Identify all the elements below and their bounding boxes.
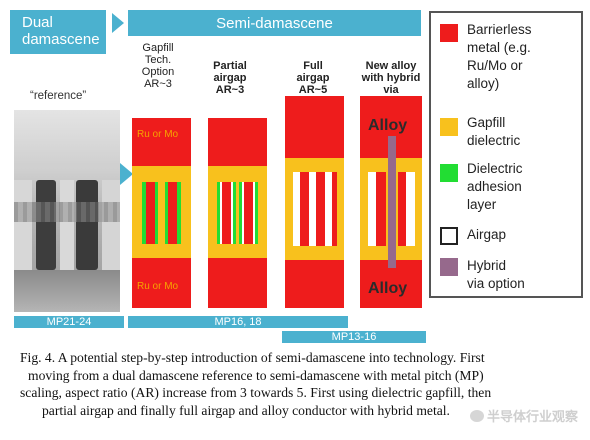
alloy-label-bottom: Alloy (368, 280, 408, 297)
red-swatch-icon (440, 24, 458, 42)
full-airgap-structure (285, 96, 344, 308)
white-swatch-icon (440, 227, 458, 245)
wechat-icon (470, 409, 484, 422)
col3-title: Full airgap AR~5 (296, 60, 330, 96)
legend: Barrierless metal (e.g. Ru/Mo or alloy) Gap… (429, 11, 583, 298)
reference-arrow-icon (120, 163, 133, 185)
reference-tem-image (14, 110, 120, 312)
gapfill-structure: Ru or Mo Ru or Mo (132, 118, 191, 308)
legend-hybrid: Hybrid via option (467, 258, 525, 291)
watermark: 半导体行业观察 (470, 406, 582, 432)
semi-damascene-header: Semi-damascene (128, 10, 421, 36)
metal-label-bottom: Ru or Mo (137, 281, 179, 292)
purple-swatch-icon (440, 258, 458, 276)
semi-damascene-label: Semi-damascene (216, 15, 333, 32)
dual-damascene-header: Dual damascene (10, 10, 106, 54)
legend-barrierless: Barrierless metal (e.g. Ru/Mo or alloy) (467, 22, 532, 91)
arrow-right-icon (112, 13, 124, 33)
legend-airgap: Airgap (467, 227, 507, 242)
legend-adhesion: Dielectric adhesion layer (467, 161, 523, 212)
col4-title: New alloy with hybrid via (361, 60, 421, 96)
partial-airgap-structure (208, 118, 267, 308)
alloy-hybrid-structure: Alloy Alloy (360, 96, 422, 308)
mp16-bar: MP16, 18 (128, 316, 348, 328)
reference-label: “reference” (30, 90, 87, 102)
alloy-label-top: Alloy (368, 117, 408, 134)
col2-title: Partial airgap AR~3 (213, 60, 247, 96)
legend-gapfill: Gapfill dielectric (467, 115, 521, 148)
figure-caption: Fig. 4. A potential step-by-step introdu… (20, 350, 492, 418)
metal-label-top: Ru or Mo (137, 129, 179, 140)
yellow-swatch-icon (440, 118, 458, 136)
mp13-bar: MP13-16 (282, 331, 426, 343)
mp21-bar: MP21-24 (14, 316, 124, 328)
green-swatch-icon (440, 164, 458, 182)
col1-title: Gapfill Tech. Option AR~3 (141, 42, 175, 90)
dual-damascene-label: Dual damascene (22, 14, 100, 48)
